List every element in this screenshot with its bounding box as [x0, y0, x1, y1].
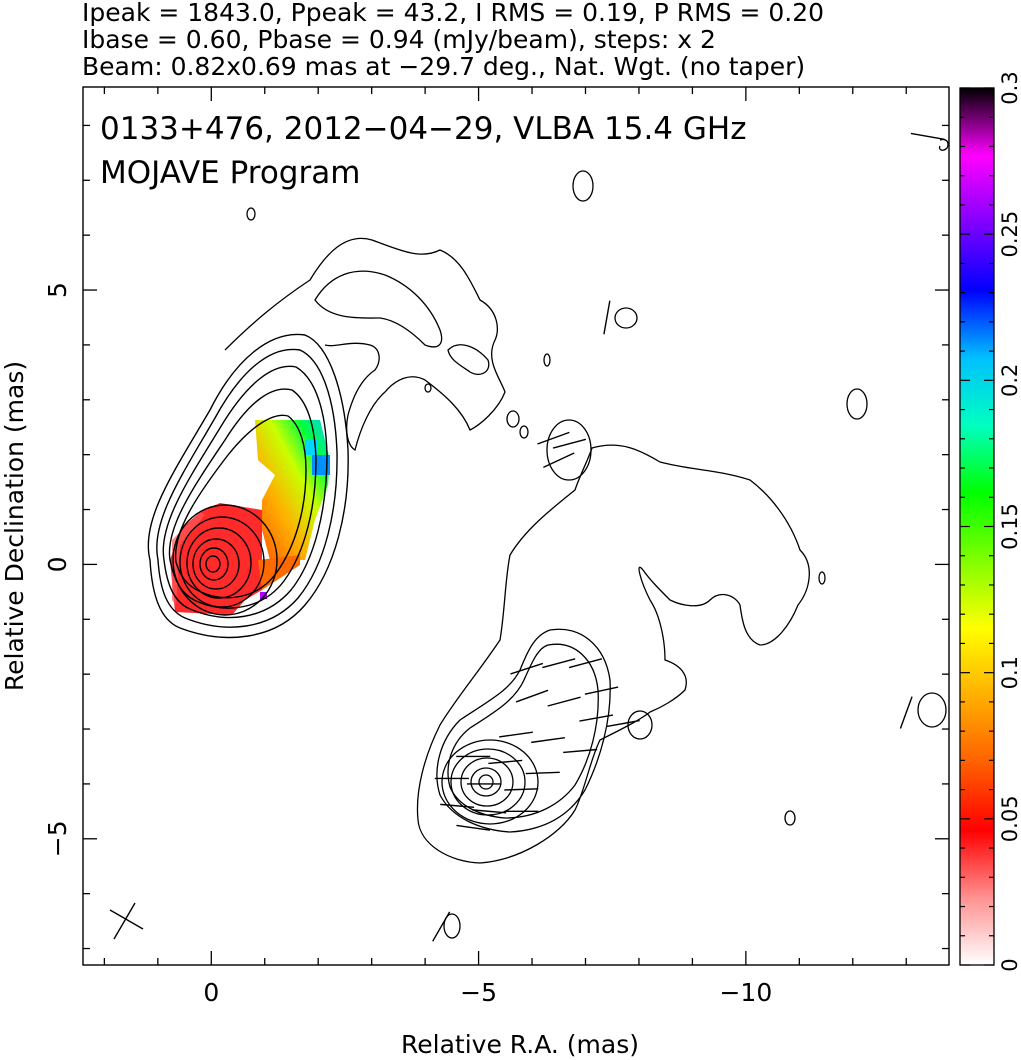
island — [614, 307, 638, 329]
program-annotation: MOJAVE Program — [100, 155, 360, 191]
x-tick-label: 0 — [203, 978, 219, 1007]
contour-knot-4 — [470, 767, 502, 797]
evpa-vector — [899, 696, 913, 729]
evpa-vector — [606, 719, 640, 728]
island — [572, 170, 594, 202]
noise-islands — [246, 138, 949, 939]
contour-core-3 — [186, 527, 252, 599]
pol-specks — [260, 592, 267, 599]
contour-extended-jet — [224, 237, 506, 452]
contour-outer-2 — [156, 348, 338, 628]
beam-minor-axis — [109, 909, 144, 930]
colorbar-tick-label: 0.15 — [998, 503, 1021, 550]
evpa-vectors — [432, 132, 945, 942]
evpa-vector — [910, 132, 945, 141]
axis-tick-labels: 0 −5 −10 5 0 −5 — [43, 282, 772, 1007]
island — [543, 353, 551, 367]
evpa-vector — [531, 736, 566, 744]
beam-marker — [109, 902, 144, 940]
plot-frame — [82, 86, 950, 966]
evpa-vector — [488, 759, 523, 765]
contour-knot-1 — [441, 739, 539, 825]
contour-extended-hole — [447, 344, 490, 375]
contour-knot-upper — [546, 419, 592, 481]
island — [784, 810, 796, 826]
y-tick-label: 5 — [43, 282, 72, 298]
contour-core-2 — [179, 516, 265, 608]
evpa-vector — [543, 452, 575, 468]
contour-outer-5 — [174, 414, 307, 599]
colorbar-tick-label: 0.2 — [998, 364, 1021, 397]
evpa-vector — [547, 696, 581, 707]
colorbar-tick-labels: 0 0.05 0.1 0.15 0.2 0.25 0.3 — [998, 71, 1021, 971]
colorbar-tick-label: 0 — [998, 958, 1021, 971]
colorbar-tick-label: 0.3 — [998, 71, 1021, 104]
colorbar-ticks — [960, 87, 994, 966]
island — [917, 692, 947, 728]
evpa-vector — [432, 911, 451, 942]
evpa-vector — [563, 748, 598, 754]
pol-core-edge — [172, 512, 205, 605]
evpa-vector — [542, 658, 576, 669]
island — [938, 138, 949, 151]
colorbar-tick-label: 0.1 — [998, 656, 1021, 689]
island — [246, 207, 256, 221]
island — [424, 383, 432, 393]
contour-mid-jet — [416, 444, 810, 864]
colorbar-tick-label: 0.25 — [998, 211, 1021, 258]
colorbar: 0 0.05 0.1 0.15 0.2 0.25 0.3 — [959, 71, 1021, 972]
contour-lower-blob-1 — [436, 628, 611, 833]
evpa-vector — [472, 809, 507, 814]
evpa-vector — [510, 662, 544, 675]
contour-core-4 — [192, 538, 240, 590]
evpa-vector — [603, 300, 611, 335]
contour-knot-5 — [478, 774, 494, 790]
evpa-vector — [456, 824, 491, 831]
evpa-vector — [525, 771, 560, 775]
x-tick-label: −5 — [460, 978, 497, 1007]
extended-jet-contours — [224, 237, 810, 864]
evpa-vector — [568, 658, 603, 669]
evpa-vector — [584, 686, 619, 695]
contour-core-1 — [172, 504, 278, 616]
axis-ticks — [83, 87, 949, 965]
contour-extended-jet-inner — [314, 270, 443, 348]
island — [443, 913, 461, 939]
contour-core-6 — [205, 555, 221, 573]
colorbar-tick-label: 0.05 — [998, 795, 1021, 842]
contour-outer-3 — [162, 365, 328, 619]
island — [506, 410, 520, 428]
pol-inner-jet — [255, 420, 330, 560]
core-contours — [147, 333, 349, 639]
source-annotation: 0133+476, 2012−04−29, VLBA 15.4 GHz — [100, 111, 746, 147]
x-axis-title: Relative R.A. (mas) — [401, 1030, 639, 1059]
y-axis-title: Relative Declination (mas) — [0, 361, 29, 691]
header-line-intensity: Ipeak = 1843.0, Ppeak = 43.2, I RMS = 0.… — [82, 0, 824, 27]
plot-area — [109, 132, 949, 942]
contour-knot-3 — [460, 757, 514, 807]
y-tick-label: −5 — [43, 820, 72, 857]
evpa-vector — [504, 788, 539, 791]
evpa-vector — [499, 731, 533, 738]
evpa-vector — [552, 438, 587, 449]
evpa-vector — [440, 803, 475, 809]
contour-knot-2 — [450, 748, 526, 816]
contour-outer-1 — [147, 333, 349, 639]
header-line-base: Ibase = 0.60, Pbase = 0.94 (mJy/beam), s… — [82, 25, 716, 54]
island — [627, 710, 653, 740]
y-tick-label: 0 — [43, 556, 72, 572]
beam-major-axis — [113, 902, 136, 940]
island — [818, 571, 826, 585]
island — [519, 425, 529, 439]
contour-core-5 — [199, 547, 229, 581]
x-tick-label: −10 — [719, 978, 772, 1007]
island — [846, 388, 868, 420]
evpa-vector — [579, 714, 614, 722]
evpa-vector — [537, 431, 570, 445]
evpa-vector — [515, 689, 549, 703]
pol-jet-lightblue — [305, 440, 317, 455]
header-line-beam: Beam: 0.82x0.69 mas at −29.7 deg., Nat. … — [82, 52, 805, 81]
